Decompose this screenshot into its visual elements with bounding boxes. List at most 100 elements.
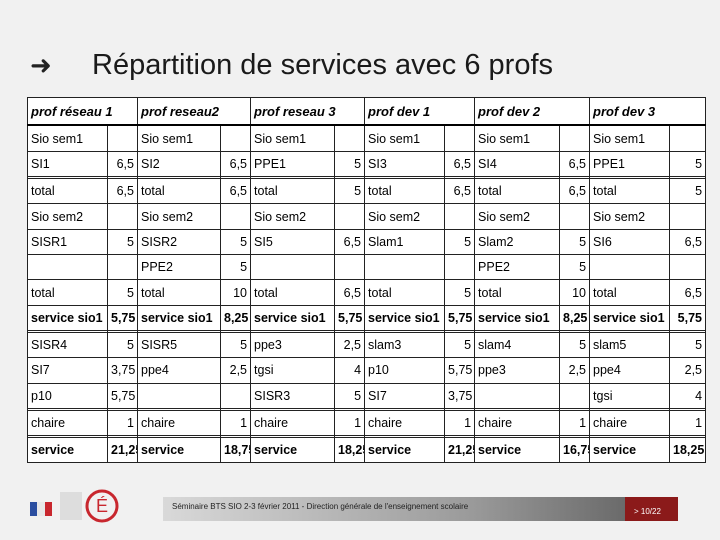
table-cell-value: 1 [669,409,707,436]
page-number-box [625,497,678,521]
table-cell-value: 16,75 [559,436,591,464]
table-cell-label: service [589,436,671,464]
table-cell-value: 5,75 [107,382,138,409]
table-cell-label: p10 [364,357,446,384]
table-cell-value [107,203,138,230]
table-cell-value: 6,5 [107,178,138,205]
table-cell-value: 5 [669,178,707,205]
table-row: Sio sem1 Sio sem1 Sio sem1 Sio sem1 Sio sem1… [27,124,707,153]
table-cell-label: SISR3 [250,382,336,409]
table-cell-value: 6,5 [669,228,707,256]
table-cell-label: chaire [474,409,561,436]
table-cell-label: ppe4 [137,357,221,384]
table-cell-label: PPE1 [250,151,336,178]
table-cell-label: service [364,436,446,464]
table-cell-label: ppe3 [474,357,561,384]
table-cell-label: service [250,436,336,464]
table-cell-label: total [589,279,671,306]
table-cell-value [219,382,252,409]
table-cell-label: SISR5 [137,331,221,359]
table-row: SISR1 5 SISR2 5 SI5 6,5 Slam1 5 Slam2 5 SI6 6,5 [27,228,707,256]
table-cell-value: 5 [107,331,138,359]
table-cell-value [444,124,476,153]
table-cell-value: 1 [334,409,366,436]
table-cell-value: 6,5 [334,228,366,256]
table-cell-label: Sio sem2 [250,203,336,230]
table-cell-label [250,254,336,281]
table-cell-label: Slam2 [474,228,561,256]
table-cell-value: 1 [444,409,476,436]
table-cell-value: 5,75 [334,304,366,332]
table-cell-value: 1 [219,409,252,436]
table-row: SI1 6,5 SI2 6,5 PPE1 5 SI3 6,5 SI4 6,5 PPE1 5 [27,151,707,178]
table-cell-label: total [589,178,671,205]
table-cell-label: total [137,178,221,205]
table-row: chaire 1 chaire 1 chaire 1 chaire 1 chaire 1 chair… [27,409,707,436]
table-cell-value: 6,5 [107,151,138,178]
table-cell-value: 2,5 [669,357,707,384]
header-cell: prof dev 3 [589,97,707,127]
table-cell-value: 1 [559,409,591,436]
table-cell-label: service [27,436,108,464]
table-cell-label: Sio sem2 [27,203,108,230]
table-cell-label: Sio sem1 [27,124,108,153]
table-cell-label: SISR4 [27,331,108,359]
table-cell-value: 5 [559,228,591,256]
table-cell-value [669,254,707,281]
table-row: SISR4 5 SISR5 5 ppe3 2,5 slam3 5 slam4 5 slam5 5 [27,331,707,359]
table-cell-value: 6,5 [559,151,591,178]
table-row: total 6,5 total 6,5 total 5 total 6,5 total 6,5 to… [27,178,707,205]
table-cell-value [444,254,476,281]
table-cell-label: Sio sem2 [474,203,561,230]
service-table: prof réseau 1 prof reseau2 prof reseau 3… [27,97,707,464]
table-cell-label: total [250,279,336,306]
table-cell-value: 5 [559,254,591,281]
table-cell-label: Sio sem1 [137,124,221,153]
table-cell-value: 6,5 [444,151,476,178]
table-cell-label: p10 [27,382,108,409]
table-cell-value: 1 [107,409,138,436]
header-cell: prof dev 2 [474,97,591,127]
table-cell-value: 8,25 [219,304,252,332]
table-cell-label: total [27,279,108,306]
table-cell-value: 5 [334,178,366,205]
table-cell-label [474,382,561,409]
table-cell-value: 5 [669,151,707,178]
table-cell-label: slam4 [474,331,561,359]
header-row: prof réseau 1 prof reseau2 prof reseau 3… [27,97,707,127]
table-cell-value [559,382,591,409]
table-cell-value [559,124,591,153]
table-cell-label: SI7 [364,382,446,409]
table-cell-label: ppe3 [250,331,336,359]
table-cell-label: Sio sem1 [474,124,561,153]
table-cell-value: 5 [219,331,252,359]
table-cell-value: 21,25 [444,436,476,464]
table-cell-label: Sio sem2 [364,203,446,230]
table-cell-label: Slam1 [364,228,446,256]
table-cell-label: total [27,178,108,205]
table-cell-label: service sio1 [364,304,446,332]
table-cell-value: 5,75 [107,304,138,332]
table-cell-value [334,124,366,153]
table-cell-value [669,124,707,153]
table-cell-value: 4 [334,357,366,384]
footer-bar [163,497,678,521]
table-row [27,330,707,333]
table-cell-value: 5,75 [669,304,707,332]
table-cell-label: total [137,279,221,306]
table-cell-value: 4 [669,382,707,409]
table-cell-label [27,254,108,281]
table-row: SI7 3,75 ppe4 2,5 tgsi 4 p10 5,75 ppe3 2,5 ppe4 2,5 [27,357,707,384]
table-cell-label: Sio sem2 [589,203,671,230]
table-cell-value: 10 [219,279,252,306]
table-cell-label: Sio sem2 [137,203,221,230]
table-cell-value: 8,25 [559,304,591,332]
table-cell-value: 6,5 [669,279,707,306]
table-cell-label: PPE2 [474,254,561,281]
table-cell-value: 10 [559,279,591,306]
table-cell-value: 2,5 [334,331,366,359]
slide-title: Répartition de services avec 6 profs [92,48,553,81]
table-cell-value [107,124,138,153]
footer-text: Séminaire BTS SIO 2-3 février 2011 - Dir… [172,502,469,511]
table-cell-value: 6,5 [444,178,476,205]
